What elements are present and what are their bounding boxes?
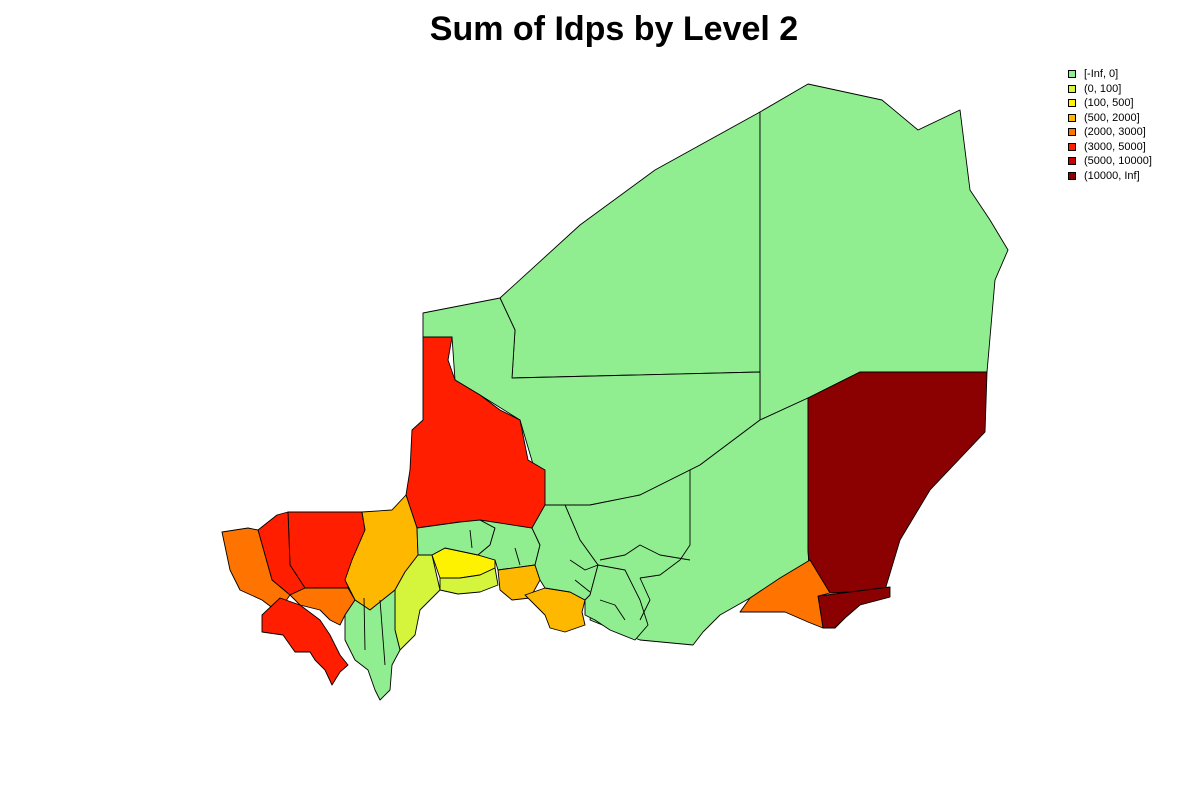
legend-item: (100, 500] bbox=[1068, 96, 1152, 111]
legend: [-Inf, 0] (0, 100] (100, 500] (500, 2000… bbox=[1068, 67, 1152, 183]
legend-swatch bbox=[1068, 157, 1076, 166]
legend-swatch bbox=[1068, 113, 1076, 122]
legend-label: (500, 2000] bbox=[1084, 111, 1140, 124]
legend-item: (5000, 10000] bbox=[1068, 154, 1152, 169]
legend-label: (3000, 5000] bbox=[1084, 140, 1146, 153]
legend-swatch bbox=[1068, 70, 1076, 79]
region-southwest-center bbox=[289, 587, 356, 626]
region-southwest bbox=[261, 597, 349, 686]
region-south-central-green-2 bbox=[584, 564, 649, 641]
legend-label: (2000, 3000] bbox=[1084, 126, 1146, 139]
region-far-east bbox=[807, 371, 988, 594]
region-northwest bbox=[499, 111, 761, 379]
legend-item: (10000, Inf] bbox=[1068, 169, 1152, 184]
legend-swatch bbox=[1068, 128, 1076, 137]
region-southeast-corner bbox=[817, 586, 891, 629]
legend-swatch bbox=[1068, 171, 1076, 180]
region-northeast bbox=[759, 83, 1009, 421]
legend-label: (5000, 10000] bbox=[1084, 155, 1152, 168]
region-south-strip bbox=[344, 589, 401, 701]
legend-label: (10000, Inf] bbox=[1084, 169, 1140, 182]
region-south-yellowgreen-2 bbox=[439, 567, 499, 595]
legend-swatch bbox=[1068, 99, 1076, 108]
map-title: Sum of Idps by Level 2 bbox=[429, 10, 799, 48]
legend-item: [-Inf, 0] bbox=[1068, 67, 1152, 82]
legend-swatch bbox=[1068, 84, 1076, 93]
legend-item: (2000, 3000] bbox=[1068, 125, 1152, 140]
legend-label: (0, 100] bbox=[1084, 82, 1122, 95]
region-southeast-border bbox=[739, 559, 831, 629]
legend-label: [-Inf, 0] bbox=[1084, 68, 1119, 81]
region-west-strip bbox=[405, 336, 546, 529]
legend-item: (500, 2000] bbox=[1068, 111, 1152, 126]
legend-item: (0, 100] bbox=[1068, 82, 1152, 97]
legend-swatch bbox=[1068, 142, 1076, 151]
internal-boundaries bbox=[363, 470, 691, 666]
legend-item: (3000, 5000] bbox=[1068, 140, 1152, 155]
legend-label: (100, 500] bbox=[1084, 97, 1134, 110]
